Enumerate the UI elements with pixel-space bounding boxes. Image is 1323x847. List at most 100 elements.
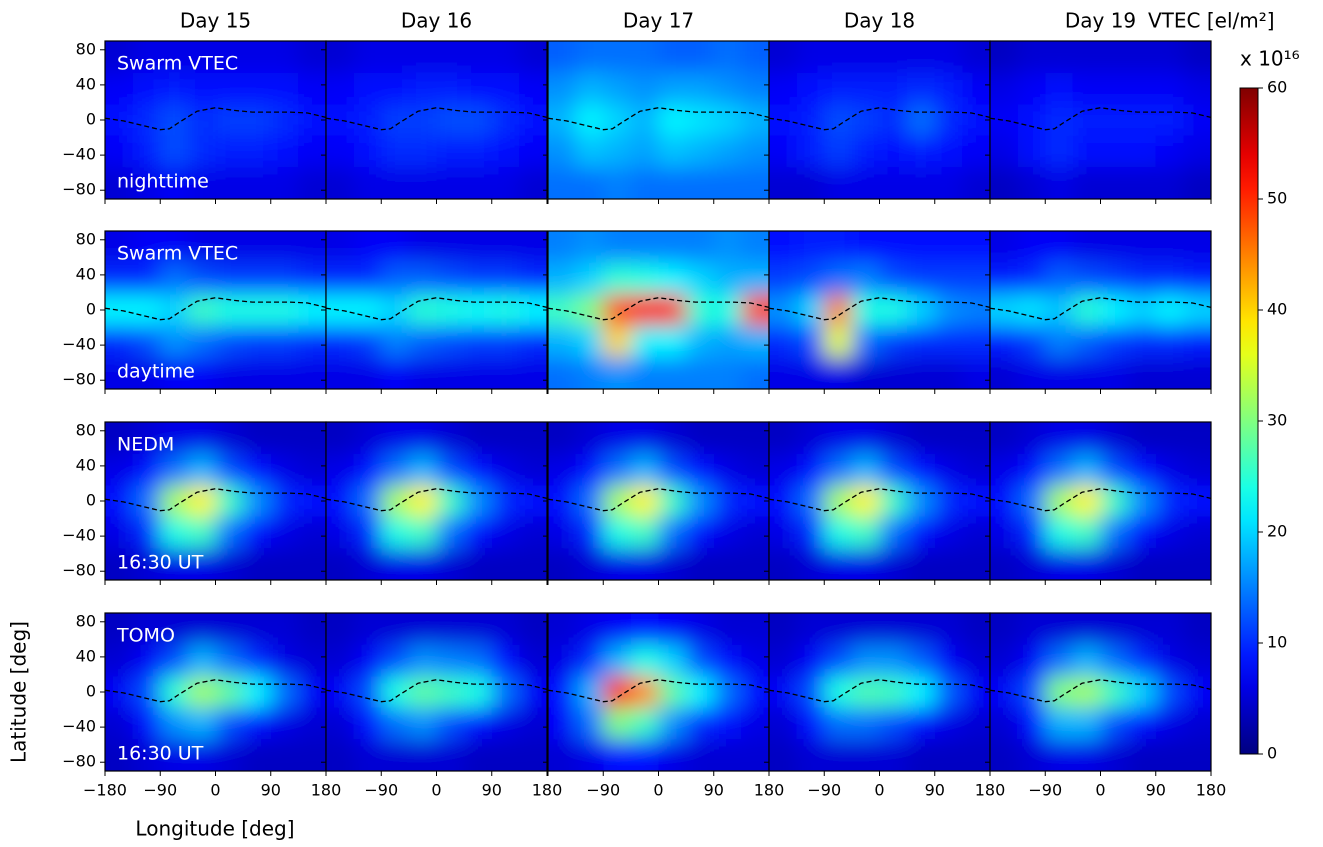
heatmap-cell	[353, 104, 382, 137]
heatmap-cell	[187, 485, 216, 518]
heatmap-cell	[796, 516, 825, 549]
heatmap-cell	[1183, 167, 1211, 199]
heatmap-cell	[741, 548, 769, 580]
heatmap-cell	[1017, 104, 1046, 137]
heatmap-cell	[824, 739, 853, 771]
heatmap-cell	[1017, 613, 1046, 646]
column-title: Day 17	[623, 9, 694, 33]
heatmap-cell	[298, 262, 326, 295]
heatmap-cell	[1017, 707, 1046, 740]
x-tick-label: −90	[1028, 781, 1062, 800]
heatmap-cell	[326, 453, 355, 486]
heatmap-cell	[491, 422, 520, 455]
heatmap-cell	[160, 357, 189, 389]
heatmap-cell	[1155, 167, 1184, 199]
heatmap-cell	[1017, 325, 1046, 358]
heatmap-cell	[603, 72, 632, 105]
heatmap-cell	[713, 739, 742, 771]
heatmap-cell	[105, 739, 134, 771]
heatmap-cell	[907, 167, 936, 199]
heatmap-cell	[519, 707, 547, 740]
heatmap-cell	[187, 135, 216, 168]
heatmap-cell	[548, 707, 577, 740]
heatmap-cell	[353, 644, 382, 677]
heatmap-cell	[160, 231, 189, 264]
heatmap-cell	[686, 739, 715, 771]
heatmap-cell	[243, 262, 272, 295]
y-tick-label: 80	[76, 420, 96, 439]
heatmap-cell	[686, 104, 715, 137]
heatmap-cell	[270, 262, 299, 295]
x-tick-label: 0	[210, 781, 220, 800]
magnetic-equator	[548, 297, 769, 321]
heatmap-cells	[326, 613, 547, 771]
heatmap-cell	[353, 422, 382, 455]
heatmap-cells	[548, 231, 769, 389]
heatmap-cell	[1072, 294, 1101, 327]
heatmap-cell	[990, 644, 1019, 677]
heatmap-cell	[1100, 453, 1129, 486]
heatmap-cell	[990, 548, 1019, 580]
heatmap-cell	[796, 548, 825, 580]
heatmap-cell	[630, 739, 659, 771]
heatmap-cell	[851, 104, 880, 137]
heatmap-cell	[1100, 72, 1129, 105]
heatmap-cell	[408, 167, 437, 199]
heatmap-cell	[990, 676, 1019, 709]
heatmap-cell	[1017, 644, 1046, 677]
heatmap-cell	[132, 453, 161, 486]
heatmap-cell	[491, 231, 520, 264]
heatmap-cell	[907, 613, 936, 646]
heatmap-cell	[879, 135, 908, 168]
heatmap-cell	[491, 485, 520, 518]
heatmap-cell	[934, 72, 963, 105]
heatmap-cell	[851, 739, 880, 771]
y-tick-label: −80	[62, 561, 96, 580]
heatmap-cell	[464, 294, 493, 327]
heatmap-cell	[603, 104, 632, 137]
heatmap-cell	[519, 231, 547, 264]
heatmap-cell	[630, 707, 659, 740]
heatmap-cell	[1183, 676, 1211, 709]
heatmap-cell	[187, 707, 216, 740]
heatmap-cell	[215, 104, 244, 137]
heatmap-cell	[851, 72, 880, 105]
magnetic-equator	[326, 488, 547, 512]
heatmap-cell	[741, 613, 769, 646]
heatmap-cell	[851, 262, 880, 295]
heatmap-cell	[132, 485, 161, 518]
heatmap-cell	[381, 453, 410, 486]
colorbar-label: VTEC [el/m²]	[1148, 9, 1275, 33]
heatmap-cell	[1128, 357, 1157, 389]
heatmap-cell	[298, 325, 326, 358]
heatmap-cell	[491, 294, 520, 327]
heatmap	[326, 422, 547, 580]
heatmap-cell	[1155, 294, 1184, 327]
heatmap-cell	[215, 231, 244, 264]
heatmap-cell	[1100, 613, 1129, 646]
heatmap-cell	[381, 422, 410, 455]
heatmap-cell	[769, 72, 798, 105]
heatmap-cell	[1100, 357, 1129, 389]
heatmap-cell	[1017, 422, 1046, 455]
heatmap-cell	[1155, 231, 1184, 264]
heatmap-cell	[1128, 422, 1157, 455]
heatmap-cell	[132, 294, 161, 327]
heatmap-cell	[326, 613, 355, 646]
heatmap-cell	[630, 135, 659, 168]
heatmap-cell	[686, 357, 715, 389]
heatmap-cell	[934, 485, 963, 518]
heatmap-cell	[215, 357, 244, 389]
heatmap-cell	[1128, 72, 1157, 105]
heatmap-cell	[215, 453, 244, 486]
heatmap-cell	[575, 167, 604, 199]
heatmap-cell	[630, 325, 659, 358]
heatmap-cell	[464, 485, 493, 518]
heatmap-cell	[1017, 357, 1046, 389]
heatmap	[769, 41, 990, 199]
heatmap-cell	[658, 548, 687, 580]
heatmap-cell	[298, 613, 326, 646]
heatmap-cell	[1155, 104, 1184, 137]
heatmap-cell	[105, 231, 134, 264]
heatmap-cell	[824, 104, 853, 137]
